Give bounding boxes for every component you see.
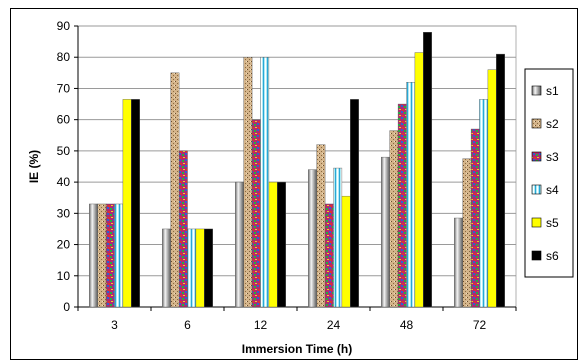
bar-s5 xyxy=(268,181,278,308)
legend-swatch-s6 xyxy=(531,250,542,261)
bar-s4 xyxy=(479,99,489,308)
x-tick-label: 6 xyxy=(184,318,191,332)
bar-s3 xyxy=(251,119,261,308)
legend-swatch-s5 xyxy=(531,217,542,228)
legend-box xyxy=(524,68,574,278)
bar-s3 xyxy=(324,203,334,308)
legend-label-s1: s1 xyxy=(546,84,559,98)
bar-s5 xyxy=(414,52,424,308)
y-tick-label: 0 xyxy=(63,300,70,314)
bar-s5 xyxy=(487,69,497,308)
legend-label-s2: s2 xyxy=(546,117,559,131)
bar-s2 xyxy=(316,144,326,308)
x-tick-label: 3 xyxy=(111,318,118,332)
y-tick-label: 30 xyxy=(57,206,71,220)
x-tick-label: 72 xyxy=(473,318,487,332)
bar-s6 xyxy=(423,32,432,308)
bar-s1 xyxy=(308,169,317,308)
x-tick-label: 24 xyxy=(327,318,341,332)
bar-s1 xyxy=(89,203,98,308)
bar-s3 xyxy=(470,128,480,308)
legend-label-s3: s3 xyxy=(546,150,559,164)
legend-label-s4: s4 xyxy=(546,183,559,197)
x-tick-label: 12 xyxy=(254,318,268,332)
bar-s4 xyxy=(406,81,416,308)
bar-s2 xyxy=(97,203,107,308)
y-tick-label: 70 xyxy=(57,81,71,95)
y-tick-label: 90 xyxy=(57,19,71,33)
y-tick-label: 40 xyxy=(57,175,71,189)
bar-s6 xyxy=(350,99,359,308)
legend-label-s5: s5 xyxy=(546,216,559,230)
bar-s2 xyxy=(243,57,253,308)
bar-s3 xyxy=(105,203,115,308)
bar-s2 xyxy=(462,158,472,308)
legend-label-s6: s6 xyxy=(546,249,559,263)
bar-s3 xyxy=(178,150,188,308)
bar-s4 xyxy=(260,57,270,308)
y-tick-label: 20 xyxy=(57,238,71,252)
bar-s5 xyxy=(341,195,351,308)
legend-swatch-s4 xyxy=(531,184,542,195)
bar-s2 xyxy=(389,130,399,308)
y-tick-label: 10 xyxy=(57,269,71,283)
bar-s1 xyxy=(381,156,390,308)
bar-s6 xyxy=(277,181,286,308)
y-tick-label: 60 xyxy=(57,113,71,127)
bar-s1 xyxy=(235,181,244,308)
bar-s5 xyxy=(195,228,205,308)
bar-s5 xyxy=(122,99,132,308)
y-tick-label: 50 xyxy=(57,144,71,158)
legend-swatch-s3 xyxy=(531,151,542,162)
bar-s2 xyxy=(170,72,180,308)
bar-s4 xyxy=(114,203,124,308)
bar-s4 xyxy=(187,228,197,308)
bar-s6 xyxy=(131,99,140,308)
legend-swatch-s1 xyxy=(531,85,542,96)
x-axis-title: Immersion Time (h) xyxy=(242,342,352,356)
y-axis-title: IE (%) xyxy=(27,150,41,183)
x-tick-label: 48 xyxy=(400,318,414,332)
bar-s1 xyxy=(162,228,171,308)
bar-chart: 0 10 20 30 40 50 60 70 80 90 3 6 12 24 48 72 Immersion T… xyxy=(27,19,574,356)
bar-s6 xyxy=(204,228,213,308)
legend-swatch-s2 xyxy=(531,118,542,129)
y-tick-label: 80 xyxy=(57,50,71,64)
bar-s4 xyxy=(333,167,343,308)
plot-area xyxy=(77,25,517,308)
bar-s6 xyxy=(496,53,505,308)
bar-s3 xyxy=(397,103,407,308)
bar-s1 xyxy=(454,217,463,308)
chart-frame: 0 10 20 30 40 50 60 70 80 90 3 6 12 24 48 72 Immersion T… xyxy=(10,8,578,360)
